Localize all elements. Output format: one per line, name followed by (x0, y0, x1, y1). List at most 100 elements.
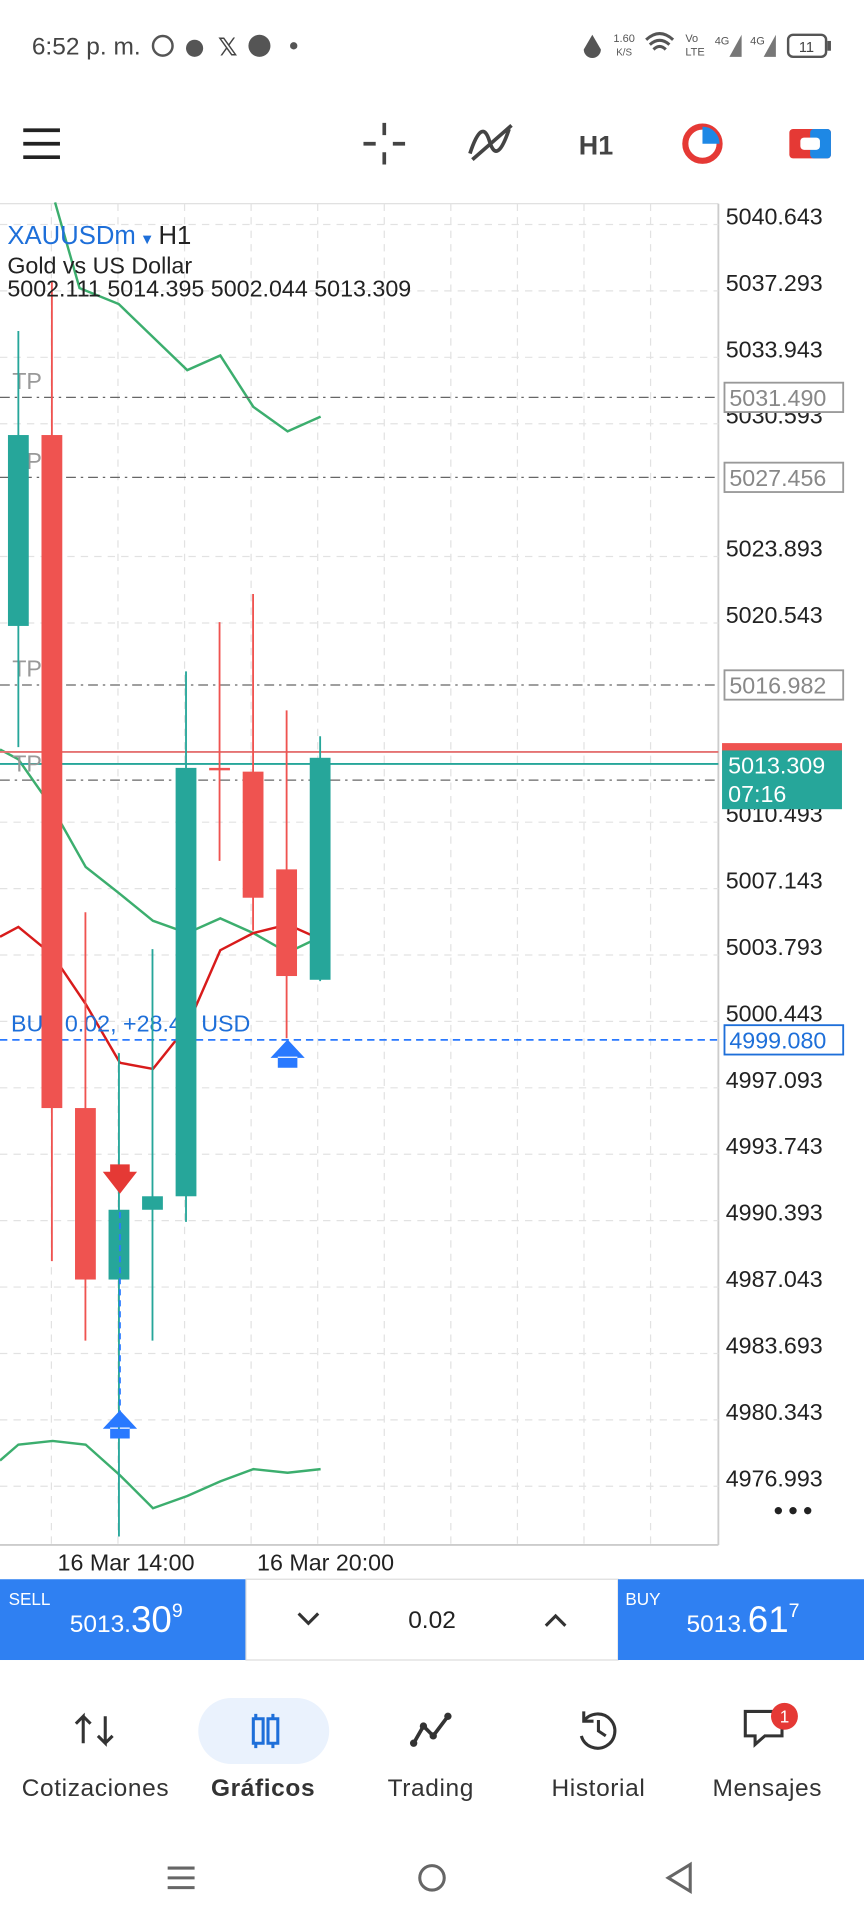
wifi-icon (645, 32, 675, 51)
time-label: 16 Mar 20:00 (257, 1550, 394, 1576)
current-price: 5013.309 (728, 753, 825, 779)
signal-icon: 4G (750, 36, 765, 48)
sell-button[interactable] (0, 1579, 246, 1661)
candle-body (175, 767, 197, 1197)
ohlc-value: 5014.395 (107, 276, 204, 302)
candle-body (75, 1108, 96, 1280)
status-bar: 6:52 p. m. 𝕏 1.60 K/S Vo LTE 4G 4G 11 (32, 32, 831, 62)
y-tick-label: 4983.693 (726, 1332, 823, 1358)
crosshair-button[interactable] (363, 122, 406, 165)
indicators-button[interactable] (468, 123, 513, 162)
candle-body (209, 767, 230, 771)
app-icon (186, 39, 204, 57)
price-box (722, 750, 842, 810)
y-tick-label: 5023.893 (726, 536, 823, 562)
battery-icon (827, 40, 831, 51)
y-tick-label: 4997.093 (726, 1067, 823, 1093)
battery-level: 11 (799, 40, 814, 56)
candles (7, 281, 331, 1537)
tp-label: TP (12, 655, 42, 681)
symbol[interactable]: XAUUSDm (7, 222, 135, 250)
ohlc-value: 5013.309 (314, 276, 411, 302)
signal-icon (729, 34, 742, 57)
badge-count: 1 (780, 1706, 790, 1726)
signal-icon: 4G (715, 36, 730, 48)
x-icon: 𝕏 (218, 35, 238, 62)
y-tick-label: 5007.143 (726, 868, 823, 894)
drop-icon (583, 34, 601, 59)
buy-price: 5013.617 (687, 1599, 800, 1640)
lot-value[interactable]: 0.02 (408, 1607, 456, 1634)
toolbar: H1 (23, 122, 831, 165)
menu-button[interactable] (23, 128, 60, 160)
y-tick-label: 5040.643 (726, 203, 823, 229)
volte-icon: Vo (685, 33, 698, 45)
symbol-caret: ▼ (136, 232, 159, 248)
sell-label: SELL (9, 1589, 51, 1609)
badge (770, 1702, 798, 1730)
tp-label: TP (12, 751, 42, 777)
y-tick-label: 4987.043 (726, 1266, 823, 1292)
nav-item[interactable]: Trading (388, 1775, 474, 1802)
y-tick-label: 5003.793 (726, 934, 823, 960)
candle-body (309, 757, 331, 980)
chart-symbol: XAUUSDm ▼ H1 (7, 222, 191, 250)
quotes-icon (74, 1712, 114, 1747)
candle-body (142, 1196, 163, 1210)
price-boxes: 5031.490 5027.456 5016.982 4999.080 5013.309… (722, 381, 845, 1056)
price-part: 30 (131, 1599, 172, 1640)
position-price-box (723, 1024, 845, 1056)
buy-label: BUY (625, 1589, 661, 1609)
nav-item[interactable]: Historial (551, 1775, 645, 1802)
timeframe-button[interactable]: H1 (579, 131, 613, 161)
net-speed: 1.60 (613, 33, 634, 45)
tp-price-box (723, 381, 845, 413)
horizontal-grid (0, 223, 719, 1487)
more-button[interactable] (774, 1507, 812, 1515)
ohlc-value: 5002.111 (7, 276, 101, 302)
buy-button[interactable] (618, 1579, 864, 1661)
indicator-line (0, 1439, 321, 1510)
candle-body (41, 435, 63, 1109)
candle-body (108, 1209, 130, 1280)
trade-button (800, 137, 820, 150)
tp-price: 5031.490 (729, 385, 826, 411)
sell-arrow (102, 1164, 138, 1194)
dot-icon (290, 42, 298, 50)
price-part: 5013. (70, 1611, 131, 1638)
y-tick-label: 4990.393 (726, 1200, 823, 1226)
timeframe: H1 (158, 222, 191, 250)
lot-decrease[interactable] (297, 1612, 320, 1626)
trading-icon (412, 1715, 450, 1745)
nav-item[interactable]: Mensajes (713, 1775, 823, 1802)
candle-body (276, 869, 298, 977)
indicator-line (53, 202, 322, 433)
tp-price-box (723, 461, 845, 493)
y-tick-label: 5033.943 (726, 336, 823, 362)
android-home[interactable] (418, 1864, 446, 1892)
trade-panel: SELL 5013.309 0.02 BUY 5013.617 (0, 1578, 864, 1661)
y-tick-label: 4976.993 (726, 1465, 823, 1491)
android-recents[interactable] (167, 1866, 195, 1890)
y-tick-label: 4980.343 (726, 1399, 823, 1425)
nav-item[interactable]: Cotizaciones (22, 1775, 169, 1802)
vertical-grid (50, 203, 652, 1545)
time-label: 16 Mar 14:00 (58, 1550, 195, 1576)
price-part: 61 (748, 1599, 789, 1640)
charts-icon (251, 1713, 280, 1749)
sell-price: 5013.309 (70, 1599, 183, 1640)
bottom-nav: 1 Cotizaciones Gráficos Trading Historial Me… (22, 1697, 823, 1802)
objects-button (702, 126, 720, 144)
android-back[interactable] (665, 1861, 692, 1895)
lot-increase[interactable] (544, 1613, 567, 1627)
battery-icon (786, 33, 828, 59)
candle-body (242, 771, 264, 898)
net-speed-unit: K/S (616, 48, 632, 59)
history-icon (579, 1711, 617, 1750)
price-part: 9 (172, 1600, 183, 1622)
position-price: 4999.080 (729, 1027, 826, 1053)
nav-item[interactable]: Gráficos (211, 1775, 315, 1802)
tp-price: 5016.982 (729, 673, 826, 699)
buy-arrow (102, 1410, 138, 1439)
